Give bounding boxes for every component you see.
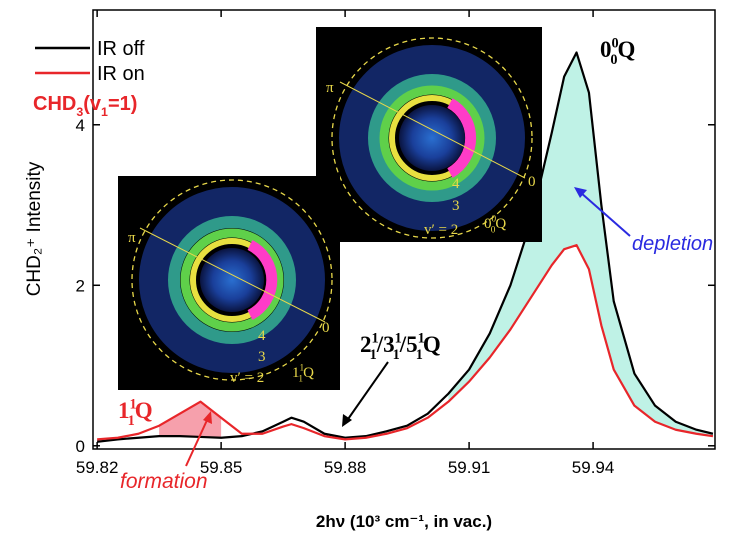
superscript: 1 xyxy=(130,396,137,412)
annotation: formation xyxy=(120,470,208,493)
series-line xyxy=(97,244,714,441)
arrow-head xyxy=(203,411,212,424)
annotation: depletion xyxy=(632,233,713,255)
superscript: 1 xyxy=(418,330,425,346)
inset-label: v′ = 2 xyxy=(424,222,458,238)
inset-label: 0 xyxy=(528,174,536,190)
text-part: Q xyxy=(303,365,314,381)
text-part: Q xyxy=(617,37,635,62)
inset-label: π xyxy=(326,80,334,96)
inset-label: 3 xyxy=(452,198,460,214)
inset-label: 00 0Q xyxy=(484,215,506,236)
inset-label: 3 xyxy=(258,349,266,365)
superscript: 1 xyxy=(300,364,305,374)
y-tick-label: 2 xyxy=(76,276,85,295)
text-part: Q xyxy=(495,216,506,232)
inset-label: 4 xyxy=(258,328,266,344)
text-part: =1) xyxy=(108,93,137,115)
arrow xyxy=(579,191,631,237)
text-part: (v xyxy=(83,93,102,115)
axes-frame xyxy=(92,9,716,450)
superscript: 1 xyxy=(372,330,379,346)
depletion-fill xyxy=(448,52,713,437)
text-part: CHD xyxy=(33,93,76,115)
plot-area xyxy=(92,9,716,450)
text-part: /3 xyxy=(376,332,395,357)
subscript: 1 xyxy=(393,347,400,363)
legend-note: CHD3(v1=1) xyxy=(33,93,137,119)
y-tick-label: 0 xyxy=(76,437,85,456)
subscript: 3 xyxy=(76,105,83,119)
arrow-head xyxy=(574,187,587,198)
legend-label: IR off xyxy=(97,38,145,60)
legend: IR off IR on xyxy=(35,38,145,85)
x-tick-label: 59.82 xyxy=(76,458,119,477)
peak-label: 21 1/31 1/51 1Q xyxy=(360,330,441,363)
subscript: 1 xyxy=(416,347,423,363)
x-tick-label: 59.88 xyxy=(324,458,367,477)
subscript: 1 xyxy=(101,105,108,119)
peak-label: 11 1Q xyxy=(118,396,153,429)
x-axis-label: 2hν (10³ cm⁻¹, in vac.) xyxy=(316,512,492,531)
subscript: 0 xyxy=(491,226,496,236)
inset-image xyxy=(316,27,542,242)
y-tick-label: 4 xyxy=(76,116,85,135)
inset-label: 0 xyxy=(322,320,330,336)
legend-label: IR on xyxy=(97,63,145,85)
superscript: 0 xyxy=(492,215,497,225)
text-part: 1 xyxy=(118,398,130,423)
text-part: 0 xyxy=(484,216,492,232)
inset-label: v′ = 2 xyxy=(230,370,264,386)
x-tick-label: 59.85 xyxy=(200,458,243,477)
subscript: 1 xyxy=(128,413,135,429)
subscript: 1 xyxy=(370,347,377,363)
peak-label: 00 0Q xyxy=(600,35,635,68)
formation-fill xyxy=(159,401,222,438)
inset-image xyxy=(118,176,340,390)
superscript: 1 xyxy=(395,330,402,346)
x-tick-label: 59.91 xyxy=(448,458,491,477)
text-part: /5 xyxy=(399,332,418,357)
inset-label: 4 xyxy=(452,176,460,192)
text-part: 0 xyxy=(600,37,612,62)
arrow xyxy=(185,417,209,467)
inset-label: 11 1Q xyxy=(292,364,314,385)
arrow xyxy=(345,361,389,423)
y-axis-label: CHD₂⁺ Intensity xyxy=(24,161,45,296)
subscript: 1 xyxy=(298,375,303,385)
x-tick-label: 59.94 xyxy=(572,458,615,477)
text-part: Q xyxy=(423,332,441,357)
subscript: 0 xyxy=(610,52,617,68)
arrow-head xyxy=(342,414,352,427)
text-part: 2 xyxy=(360,332,372,357)
superscript: 0 xyxy=(612,35,619,51)
inset-label: π xyxy=(128,230,136,246)
text-part: 1 xyxy=(292,365,300,381)
text-part: Q xyxy=(135,398,153,423)
series-line xyxy=(97,51,714,443)
